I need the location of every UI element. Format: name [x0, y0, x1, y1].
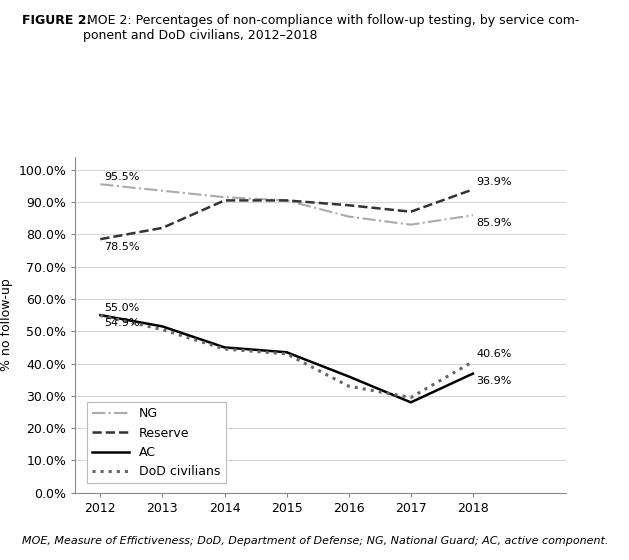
Text: 36.9%: 36.9%	[477, 376, 512, 386]
Text: 93.9%: 93.9%	[477, 177, 512, 187]
Text: 85.9%: 85.9%	[477, 218, 512, 228]
Text: 95.5%: 95.5%	[104, 172, 140, 181]
Text: MOE, Measure of Effictiveness; DoD, Department of Defense; NG, National Guard; A: MOE, Measure of Effictiveness; DoD, Depa…	[22, 536, 608, 546]
Text: MOE 2: Percentages of non-compliance with follow-up testing, by service com-
pon: MOE 2: Percentages of non-compliance wit…	[83, 14, 579, 42]
Text: FIGURE 2.: FIGURE 2.	[22, 14, 91, 27]
Text: 40.6%: 40.6%	[477, 349, 512, 359]
Text: 55.0%: 55.0%	[104, 302, 139, 312]
Y-axis label: % no follow-up: % no follow-up	[0, 278, 13, 371]
Text: 54.9%: 54.9%	[104, 318, 140, 328]
Text: 78.5%: 78.5%	[104, 242, 140, 252]
Legend: NG, Reserve, AC, DoD civilians: NG, Reserve, AC, DoD civilians	[87, 403, 226, 483]
